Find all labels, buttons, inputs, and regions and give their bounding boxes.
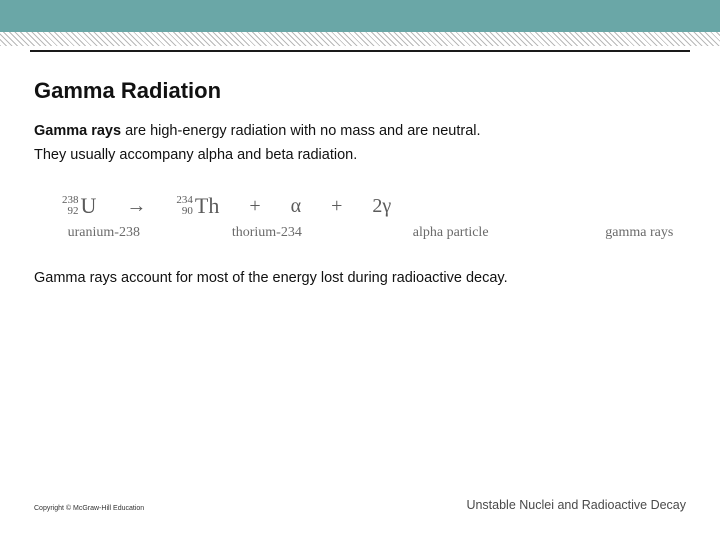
header-rule <box>30 50 690 52</box>
gamma-rays-term: Gamma rays <box>34 123 121 139</box>
plus-2: + <box>331 195 342 218</box>
plus-1: + <box>249 195 260 218</box>
symbol-th: Th <box>195 193 219 219</box>
header-hatch <box>0 32 720 46</box>
paragraph-1-rest: are high-energy radiation with no mass a… <box>121 123 480 139</box>
reaction-arrow: → <box>126 195 146 218</box>
alpha-symbol: α <box>291 195 301 218</box>
equation-row: 238 92 U → 234 90 Th + α + 2γ <box>62 193 686 219</box>
footer: Copyright © McGraw-Hill Education Unstab… <box>34 498 686 512</box>
content-area: Gamma Radiation Gamma rays are high-ener… <box>34 78 686 293</box>
label-alpha: alpha particle <box>400 225 501 241</box>
nuclide-thorium: 234 90 Th <box>176 193 219 219</box>
chapter-title: Unstable Nuclei and Radioactive Decay <box>466 498 686 512</box>
gamma-coefficient: 2 <box>372 195 382 217</box>
label-thorium: thorium-234 <box>225 225 309 241</box>
symbol-u: U <box>81 193 97 219</box>
slide-title: Gamma Radiation <box>34 78 686 104</box>
label-uranium: uranium-238 <box>62 225 146 241</box>
equation-labels: uranium-238 thorium-234 alpha particle g… <box>62 225 686 241</box>
paragraph-3: Gamma rays account for most of the energ… <box>34 269 686 289</box>
nuclide-uranium: 238 92 U <box>62 193 96 219</box>
atomic-number-th: 90 <box>182 206 193 218</box>
gamma-term: 2γ <box>372 195 391 218</box>
paragraph-2: They usually accompany alpha and beta ra… <box>34 146 686 166</box>
nuclear-equation: 238 92 U → 234 90 Th + α + 2γ <box>62 193 686 241</box>
header-band <box>0 0 720 32</box>
label-gamma: gamma rays <box>593 225 686 241</box>
copyright-text: Copyright © McGraw-Hill Education <box>34 505 144 512</box>
slide: Gamma Radiation Gamma rays are high-ener… <box>0 0 720 540</box>
gamma-symbol: γ <box>382 195 391 217</box>
atomic-number-u: 92 <box>68 206 79 218</box>
paragraph-1: Gamma rays are high-energy radiation wit… <box>34 122 686 142</box>
